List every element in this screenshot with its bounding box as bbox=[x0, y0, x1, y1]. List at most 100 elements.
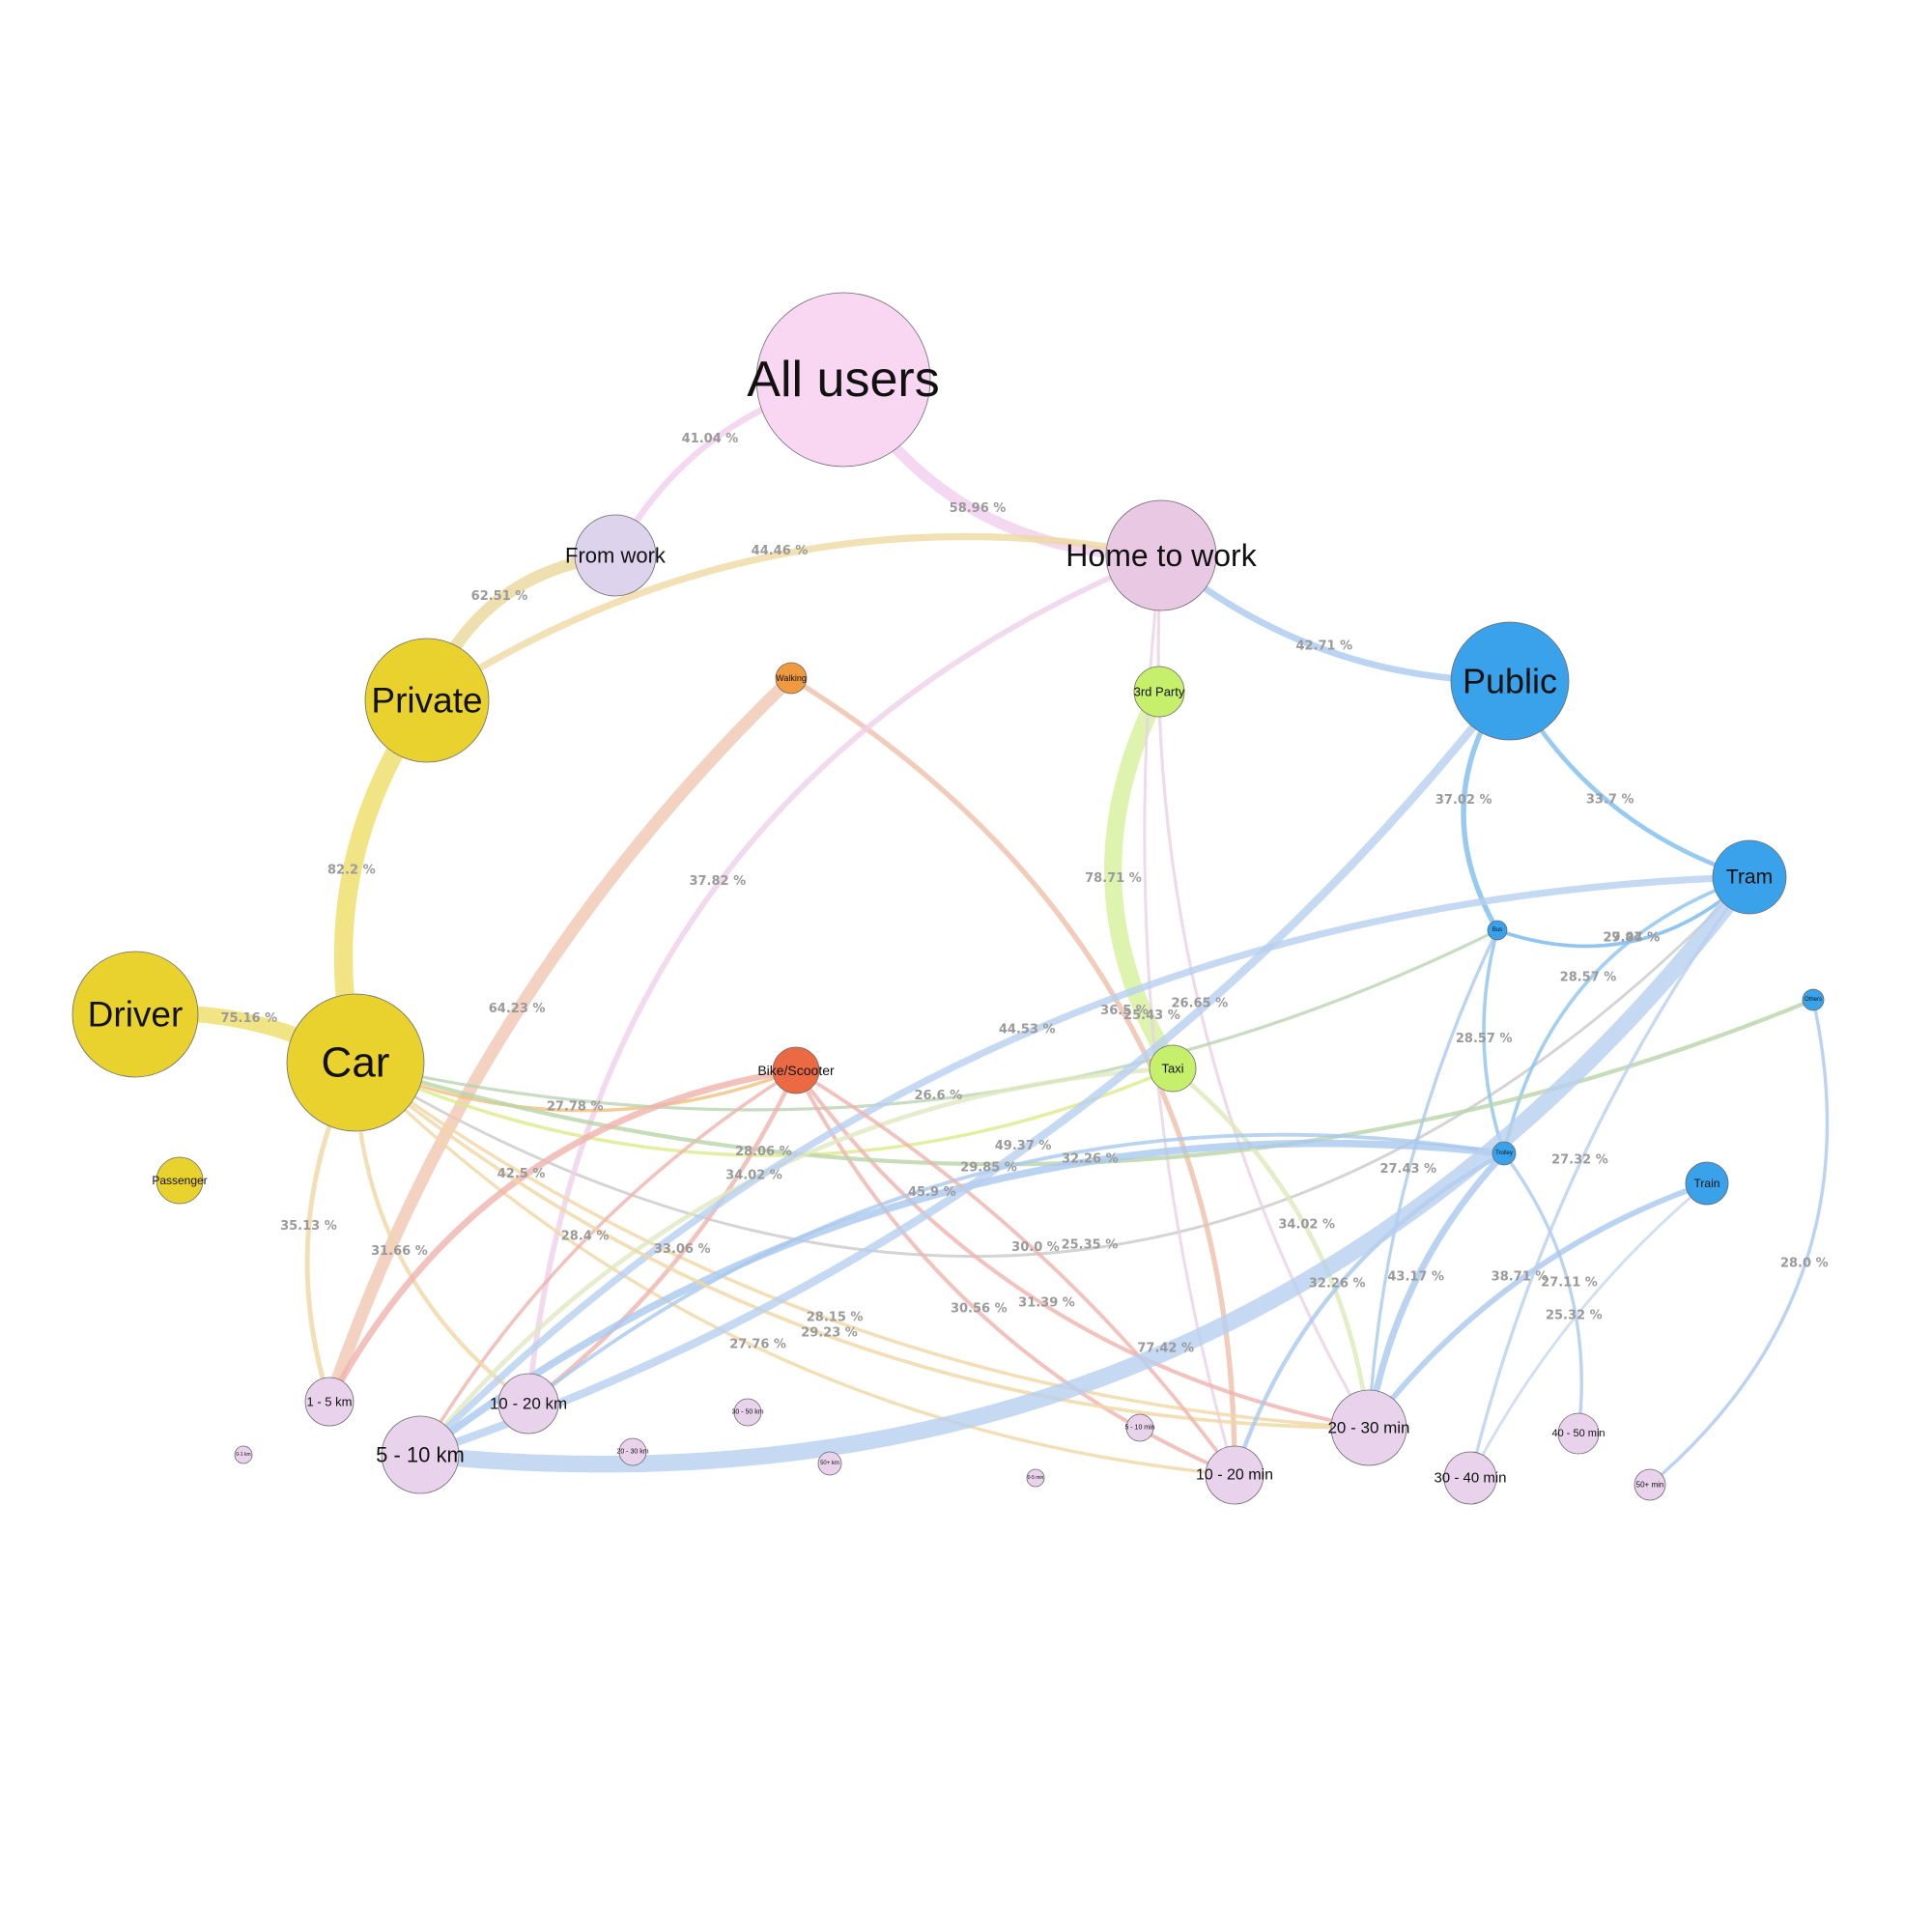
edge-train-min30_40 bbox=[1468, 1181, 1709, 1480]
edge-label: 31.39 % bbox=[1018, 1295, 1075, 1310]
node-km30_50[interactable]: 30 - 50 km bbox=[731, 1398, 764, 1427]
node-taxi[interactable]: Taxi bbox=[1149, 1044, 1197, 1093]
edge-label: 28.57 % bbox=[1560, 970, 1617, 984]
node-label: 20 - 30 km bbox=[616, 1449, 648, 1456]
node-circle bbox=[1492, 1141, 1517, 1166]
node-circle bbox=[772, 1046, 820, 1094]
node-from[interactable]: From work bbox=[565, 514, 667, 597]
node-private[interactable]: Private bbox=[364, 638, 490, 763]
edge-label: 30.0 % bbox=[1011, 1240, 1060, 1255]
node-min0_5[interactable]: 0-5 min bbox=[1026, 1468, 1045, 1488]
edge-label: 30.56 % bbox=[951, 1301, 1008, 1316]
node-train[interactable]: Train bbox=[1685, 1161, 1729, 1206]
edge-tram-trolley bbox=[1502, 875, 1751, 1155]
node-trolley[interactable]: Trolley bbox=[1492, 1141, 1517, 1166]
node-label: Private bbox=[371, 681, 482, 721]
node-bike[interactable]: Bike/Scooter bbox=[757, 1046, 835, 1094]
node-home[interactable]: Home to work bbox=[1065, 499, 1258, 611]
node-min30_40[interactable]: 30 - 40 min bbox=[1434, 1451, 1507, 1505]
node-label: 0-1 km bbox=[236, 1452, 250, 1458]
edge-label: 49.37 % bbox=[995, 1139, 1052, 1153]
edge-label: 27.32 % bbox=[1551, 1153, 1608, 1168]
node-circle bbox=[1105, 499, 1217, 611]
edge-car-tram bbox=[354, 875, 1751, 1258]
edge-label: 77.42 % bbox=[1137, 1342, 1194, 1356]
node-circle bbox=[1487, 920, 1508, 941]
edge-label: 44.46 % bbox=[752, 544, 809, 558]
node-tram[interactable]: Tram bbox=[1712, 839, 1787, 915]
edge-label: 34.02 % bbox=[1278, 1218, 1335, 1233]
edge-third-taxi bbox=[1104, 683, 1181, 1077]
edge-label: 78.71 % bbox=[1085, 871, 1142, 886]
node-km1_5[interactable]: 1 - 5 km bbox=[304, 1377, 355, 1427]
node-others[interactable]: Others bbox=[1802, 988, 1825, 1011]
edge-taxi-min20_30 bbox=[1170, 1065, 1372, 1431]
node-label: Public bbox=[1463, 662, 1557, 701]
node-public[interactable]: Public bbox=[1450, 621, 1570, 741]
edge-label: 29.23 % bbox=[801, 1325, 858, 1340]
node-third[interactable]: 3rd Party bbox=[1133, 666, 1185, 718]
node-min50[interactable]: 50+ min bbox=[1634, 1468, 1666, 1501]
node-label: All users bbox=[747, 352, 939, 408]
edge-label: 64.23 % bbox=[489, 1002, 546, 1016]
node-km20_30[interactable]: 20 - 30 km bbox=[616, 1437, 649, 1466]
edge-bus-trolley bbox=[1482, 928, 1506, 1155]
node-km0_1[interactable]: 0-1 km bbox=[234, 1445, 253, 1464]
edge-label: 41.04 % bbox=[682, 432, 739, 446]
edge-labels-layer: 58.96 % 41.04 % 62.51 % 44.46 % 42.71 % 82.2 … bbox=[220, 432, 1828, 1356]
nodes-layer: All users From work Home to work Private Pub… bbox=[71, 292, 1825, 1505]
node-circle bbox=[1634, 1468, 1666, 1501]
edge-label: 42.71 % bbox=[1295, 639, 1352, 654]
node-label: 1 - 5 km bbox=[307, 1395, 353, 1409]
node-label: 30 - 40 min bbox=[1434, 1470, 1506, 1487]
node-car[interactable]: Car bbox=[286, 993, 425, 1132]
node-walking[interactable]: Walking bbox=[775, 662, 808, 695]
node-label: From work bbox=[565, 544, 667, 568]
node-label: Passenger bbox=[152, 1174, 207, 1187]
node-km10_20[interactable]: 10 - 20 km bbox=[490, 1373, 567, 1435]
edge-car-min20_30 bbox=[354, 1061, 1371, 1430]
edge-label: 25.35 % bbox=[1062, 1238, 1119, 1253]
node-label: Others bbox=[1804, 997, 1822, 1003]
node-km50[interactable]: 50+ km bbox=[817, 1451, 842, 1476]
node-circle bbox=[1133, 666, 1185, 718]
edge-label: 25.43 % bbox=[1123, 1009, 1180, 1023]
node-circle bbox=[381, 1415, 460, 1494]
node-all[interactable]: All users bbox=[747, 292, 940, 468]
edge-trolley-min40_50 bbox=[1502, 1151, 1583, 1435]
edge-label: 42.5 % bbox=[497, 1167, 546, 1181]
edge-label: 35.13 % bbox=[280, 1219, 337, 1234]
edge-label: 27.11 % bbox=[1541, 1275, 1598, 1290]
node-bus[interactable]: Bus bbox=[1487, 920, 1508, 941]
node-min10_20[interactable]: 10 - 20 min bbox=[1196, 1445, 1273, 1505]
edge-label: 33.7 % bbox=[1586, 792, 1634, 807]
edge-label: 28.57 % bbox=[1456, 1032, 1513, 1046]
node-label: Bike/Scooter bbox=[757, 1063, 835, 1078]
edge-label: 27.76 % bbox=[729, 1337, 786, 1351]
node-driver[interactable]: Driver bbox=[71, 951, 199, 1078]
node-label: Car bbox=[322, 1039, 390, 1087]
node-label: 40 - 50 min bbox=[1551, 1428, 1605, 1439]
node-min5_10[interactable]: 5 - 10 min bbox=[1124, 1413, 1155, 1442]
node-label: 30 - 50 km bbox=[731, 1409, 763, 1416]
node-km5_10[interactable]: 5 - 10 km bbox=[376, 1415, 465, 1494]
edge-label: 45.9 % bbox=[908, 1185, 956, 1200]
node-label: Driver bbox=[88, 995, 184, 1035]
node-circle bbox=[497, 1373, 559, 1435]
node-min20_30[interactable]: 20 - 30 min bbox=[1327, 1389, 1410, 1466]
edge-label: 62.51 % bbox=[471, 589, 528, 604]
node-label: Tram bbox=[1726, 867, 1773, 889]
node-label: 3rd Party bbox=[1134, 685, 1185, 699]
edge-label: 44.53 % bbox=[999, 1022, 1056, 1037]
edge-label: 38.71 % bbox=[1492, 1269, 1548, 1284]
node-label: 0-5 min bbox=[1028, 1475, 1044, 1481]
edge-label: 31.66 % bbox=[371, 1244, 428, 1259]
edge-car-others bbox=[353, 997, 1816, 1167]
edge-label: 32.26 % bbox=[1309, 1277, 1366, 1292]
node-circle bbox=[733, 1398, 762, 1427]
node-passenger[interactable]: Passenger bbox=[152, 1156, 208, 1205]
edge-label: 34.02 % bbox=[725, 1168, 782, 1182]
edge-label: 27.94 % bbox=[1603, 931, 1660, 946]
edge-home-private bbox=[423, 532, 1165, 704]
node-min40_50[interactable]: 40 - 50 min bbox=[1551, 1412, 1605, 1455]
